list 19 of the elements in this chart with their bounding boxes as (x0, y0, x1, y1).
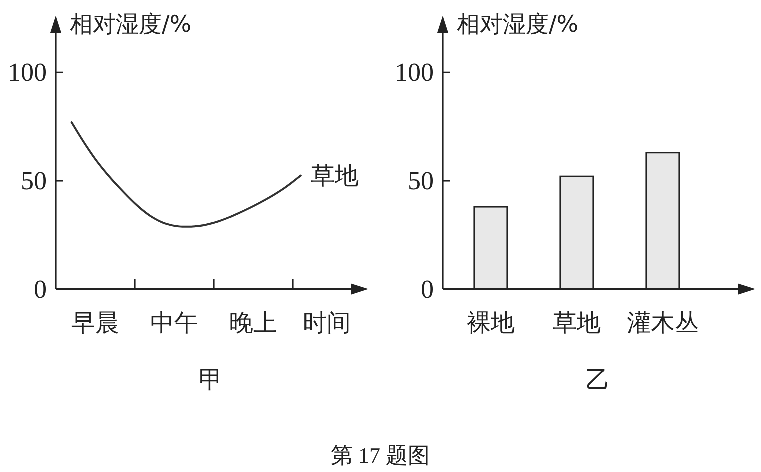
y-axis-title: 相对湿度/% (70, 12, 192, 38)
x-tick-label: 晚上 (230, 309, 278, 337)
y-axis-title: 相对湿度/% (457, 12, 579, 38)
series-label: 草地 (310, 162, 359, 190)
text: 甲 (199, 366, 223, 394)
y-tick-label: 50 (21, 166, 47, 196)
x-tick-label: 早晨 (72, 309, 120, 337)
x-tick-label: 裸地 (467, 309, 515, 337)
x-tick-label: 草地 (553, 309, 601, 337)
x-tick-label: 灌木丛 (627, 309, 699, 337)
x-axis-title: 时间 (303, 309, 351, 337)
y-tick-label: 50 (408, 166, 434, 196)
text: 乙 (586, 366, 610, 394)
y-tick-label: 0 (421, 274, 434, 304)
x-tick-label: 中午 (150, 309, 198, 337)
y-tick-label: 0 (34, 274, 47, 304)
text: 第 17 题图 (331, 443, 430, 468)
y-tick-label: 100 (8, 58, 47, 88)
y-tick-label: 100 (395, 58, 434, 88)
